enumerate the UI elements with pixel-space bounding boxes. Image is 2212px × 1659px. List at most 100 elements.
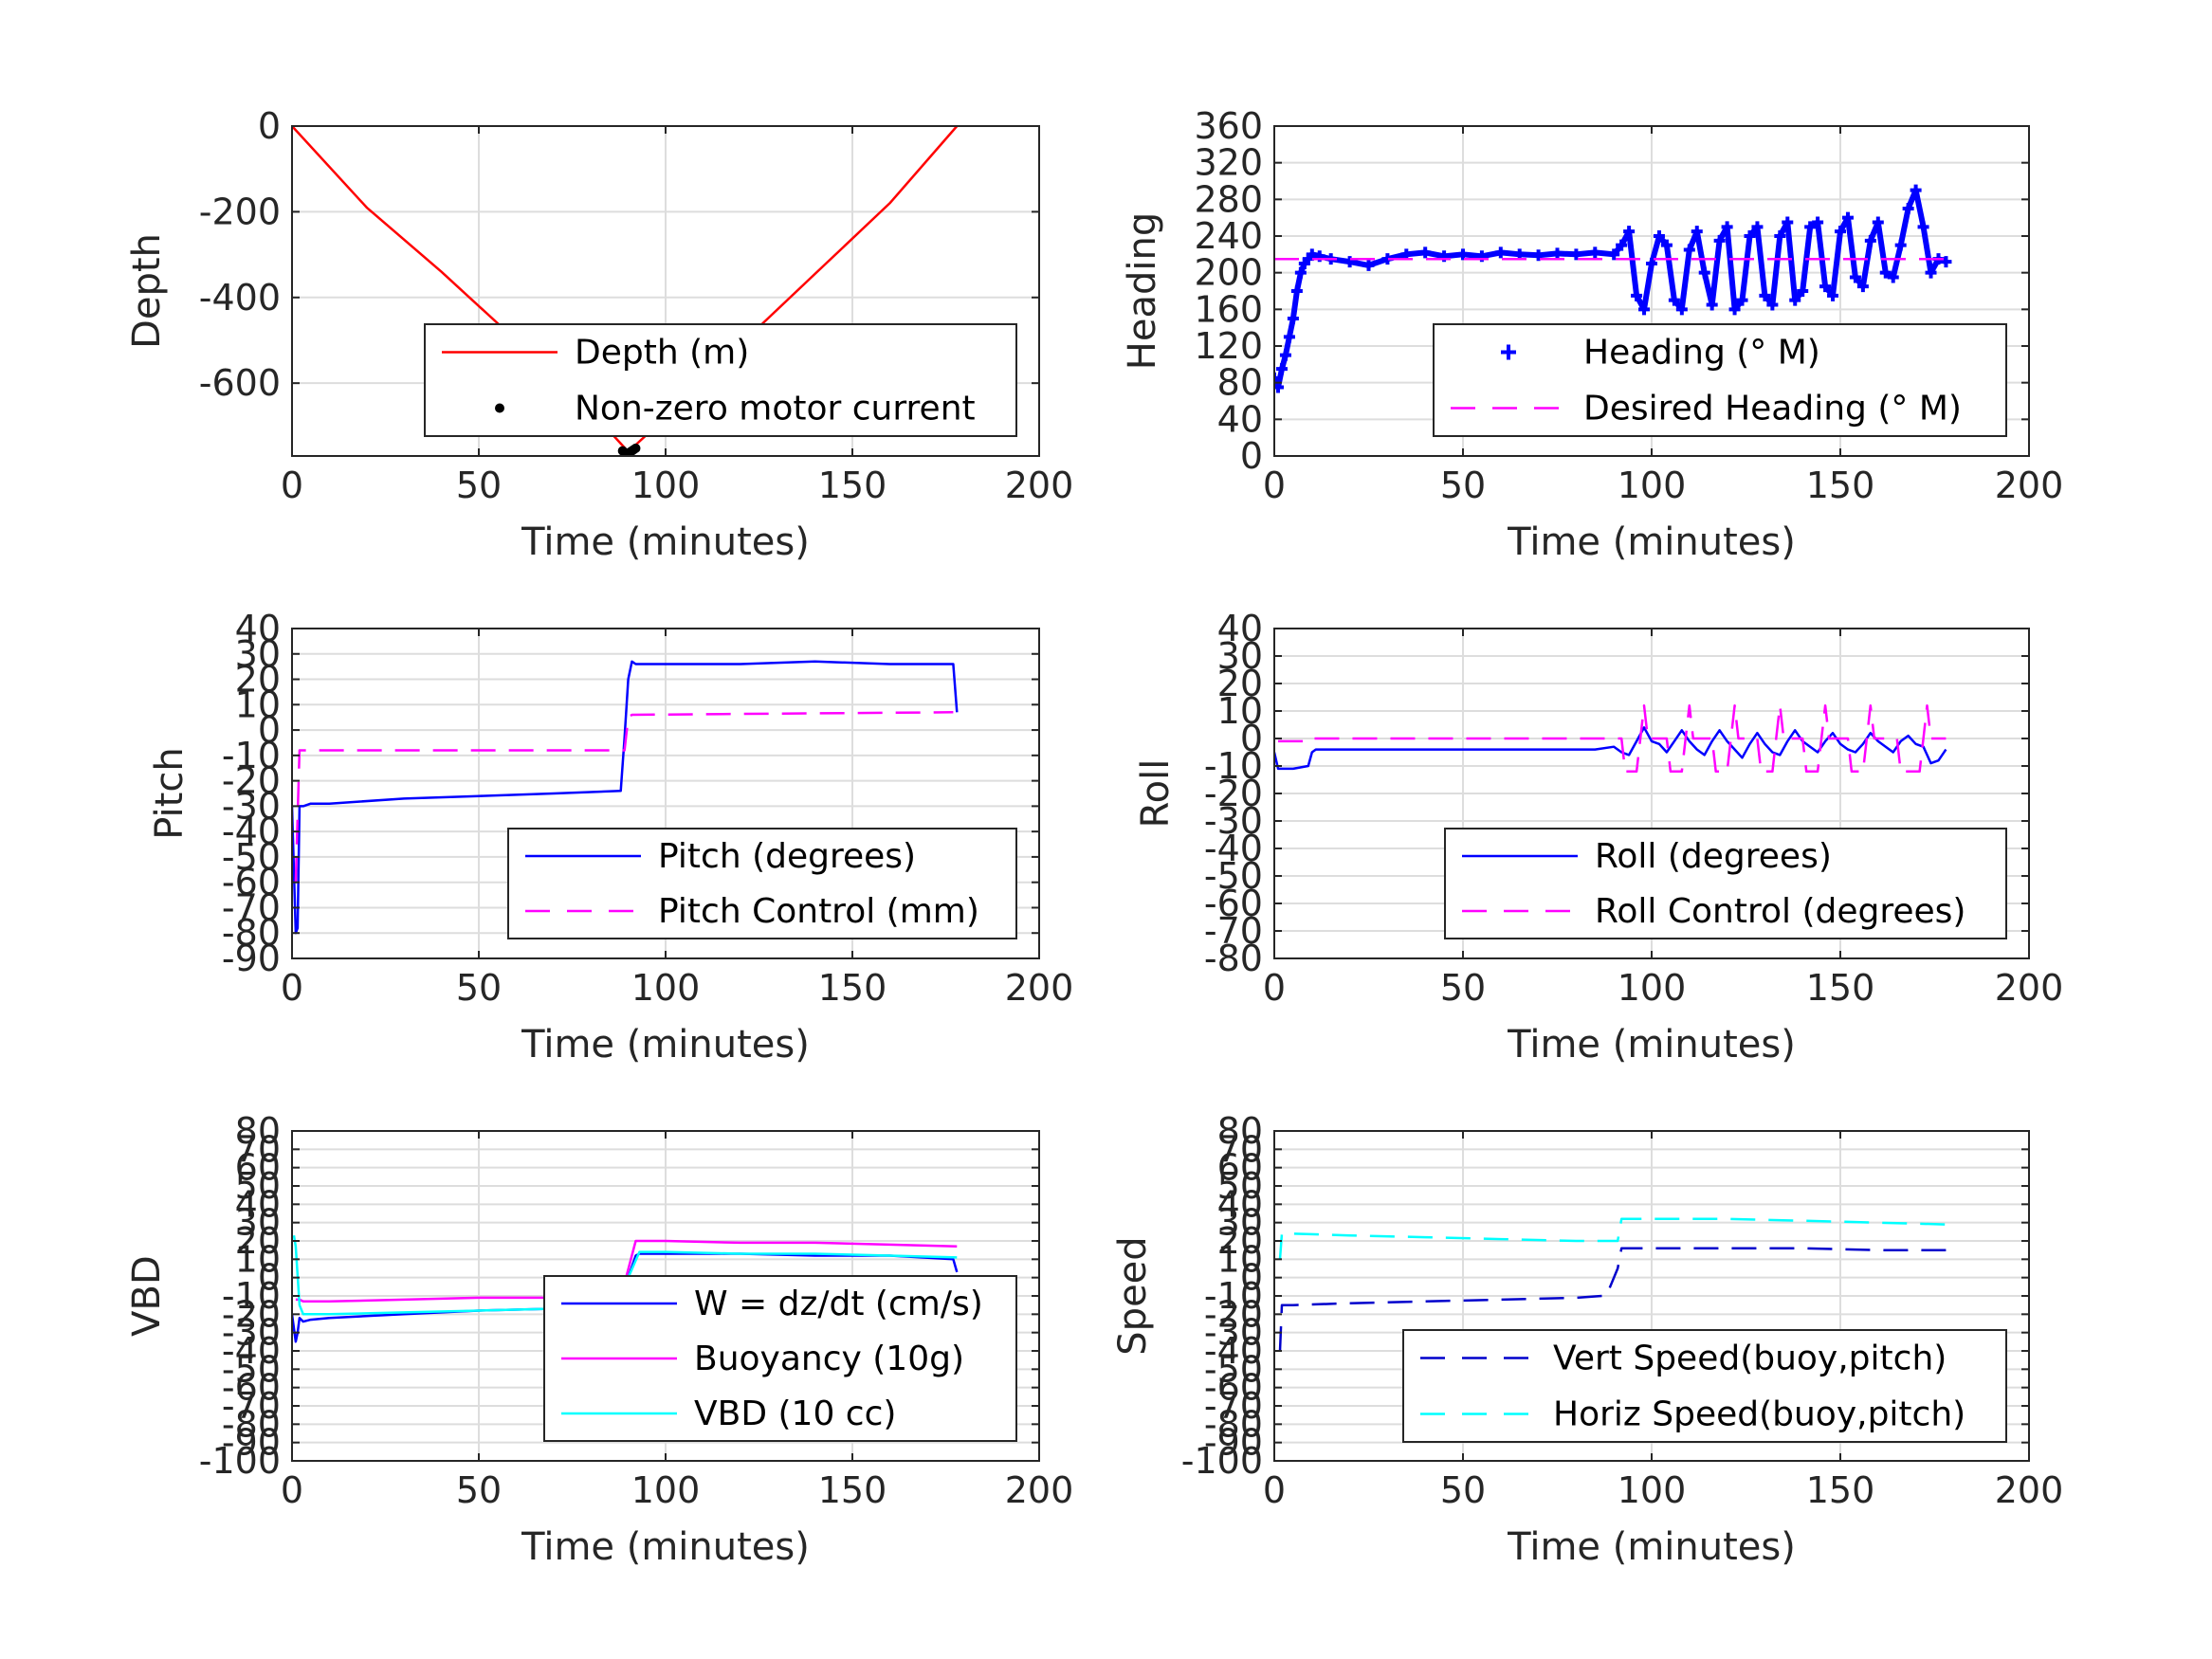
y-tick-label: 40: [235, 608, 281, 649]
x-tick-label: 200: [1995, 465, 2064, 506]
x-tick-label: 0: [1263, 1469, 1286, 1511]
data-point: [1744, 230, 1756, 242]
data-point: [1494, 246, 1507, 259]
data-point: [1797, 285, 1809, 297]
chart-panel-3: 0 50 100 150 200403020100-10-20-30-40-50-60-…: [148, 608, 1073, 1066]
x-tick-label: 150: [1806, 1469, 1875, 1511]
x-tick-label: 150: [1806, 465, 1875, 506]
data-point: [1812, 216, 1824, 228]
legend: Vert Speed(buoy,pitch) Horiz Speed(buoy,p…: [1402, 1329, 2007, 1443]
data-point: [1660, 239, 1673, 251]
x-axis-label: Time (minutes): [521, 520, 810, 564]
data-point: [631, 443, 641, 453]
y-tick-label: -80: [1204, 938, 1263, 979]
y-tick-label: 0: [1240, 1257, 1263, 1299]
data-point: [1608, 248, 1620, 261]
y-tick-label: -50: [1204, 855, 1263, 897]
data-point: [1551, 247, 1563, 260]
y-tick-label: 200: [1194, 252, 1263, 294]
x-tick-label: 200: [1005, 1469, 1074, 1511]
data-point: [1532, 249, 1545, 262]
x-tick-label: 50: [456, 1469, 502, 1511]
data-point: [1835, 226, 1846, 238]
x-tick-label: 0: [281, 1469, 303, 1511]
x-tick-label: 200: [1005, 465, 1074, 506]
legend-label: Vert Speed(buoy,pitch): [1553, 1340, 1947, 1378]
legend: W = dz/dt (cm/s) Buoyancy (10g) VBD (10 cc…: [543, 1275, 1017, 1442]
data-point: [1275, 363, 1288, 375]
data-point: [1841, 211, 1854, 224]
data-point: [1457, 248, 1469, 261]
data-point: [1698, 266, 1710, 279]
legend: Depth (m) Non-zero motor current: [424, 323, 1017, 437]
x-tick-label: 100: [1618, 967, 1687, 1009]
y-tick-label: -50: [222, 1348, 281, 1390]
data-layer: [1274, 703, 1947, 774]
y-tick-label: 50: [235, 1165, 281, 1207]
x-axis-label: Time (minutes): [521, 1023, 810, 1066]
data-point: [1827, 289, 1839, 301]
y-tick-label: -40: [1204, 1330, 1263, 1372]
y-axis-label: VBD: [125, 1255, 169, 1337]
data-point: [1668, 294, 1680, 306]
y-tick-label: 80: [1217, 1110, 1263, 1152]
chart-panel-5: 0 50 100 150 20080706050403020100-10-20-30-4…: [125, 1110, 1073, 1569]
x-tick-label: 50: [1440, 465, 1486, 506]
data-point: [1691, 226, 1703, 238]
y-tick-label: -10: [1204, 1275, 1263, 1317]
y-tick-label: -400: [199, 277, 281, 319]
y-tick-label: -20: [1204, 1293, 1263, 1335]
data-point: [1646, 258, 1657, 269]
data-point: [1902, 203, 1914, 214]
chart-panel-6: 0 50 100 150 20080706050403020100-10-20-30-4…: [1111, 1110, 2063, 1569]
y-tick-label: -70: [222, 1385, 281, 1427]
legend-label: Roll Control (degrees): [1595, 892, 1965, 931]
data-point: [1766, 299, 1779, 311]
legend-marker: [495, 403, 504, 413]
y-tick-label: 40: [1217, 1183, 1263, 1225]
y-tick-label: 240: [1194, 215, 1263, 257]
y-tick-label: 280: [1194, 178, 1263, 220]
x-tick-label: 100: [1618, 1469, 1687, 1511]
data-point: [1675, 303, 1688, 316]
y-tick-label: -30: [1204, 800, 1263, 842]
y-tick-label: 10: [1217, 690, 1263, 732]
y-tick-label: -80: [1204, 1403, 1263, 1445]
y-tick-label: -80: [222, 912, 281, 954]
data-point: [1287, 313, 1299, 324]
y-tick-label: -60: [1204, 1367, 1263, 1409]
y-tick-label: -100: [199, 1440, 281, 1482]
x-tick-label: 100: [631, 465, 701, 506]
x-tick-label: 150: [818, 1469, 887, 1511]
data-point: [1789, 294, 1801, 306]
y-tick-label: 0: [258, 1257, 281, 1299]
y-tick-label: -10: [222, 1275, 281, 1317]
legend-marker: [1501, 344, 1516, 360]
y-tick-label: 70: [1217, 1128, 1263, 1170]
y-tick-label: -600: [199, 362, 281, 404]
x-tick-label: 100: [1618, 465, 1687, 506]
y-tick-label: -90: [222, 1422, 281, 1464]
data-layer: [292, 126, 959, 456]
chart-panel-1: 0 50 100 150 200 0 -200 -400 -600 Time (minutes) D…: [125, 105, 1073, 564]
x-tick-label: 50: [1440, 1469, 1486, 1511]
y-tick-label: -30: [222, 785, 281, 827]
y-tick-label: -30: [222, 1312, 281, 1354]
x-tick-label: 0: [1263, 967, 1286, 1009]
data-point: [1782, 216, 1794, 228]
y-tick-label: -20: [222, 1293, 281, 1335]
legend-label: Pitch (degrees): [658, 837, 916, 876]
y-tick-label: 120: [1194, 325, 1263, 367]
chart-panel-2: 0 50 100 150 20004080120160200240280320360Ti…: [1121, 105, 2063, 564]
y-tick-label: 30: [1217, 635, 1263, 677]
series-line-1: [1278, 1247, 1947, 1352]
y-tick-label: 20: [235, 659, 281, 701]
y-tick-label: 30: [1217, 1202, 1263, 1244]
chart-panel-4: 0 50 100 150 200403020100-10-20-30-40-50-60-…: [1134, 608, 2063, 1066]
y-tick-label: -20: [1204, 773, 1263, 814]
legend-box: [1402, 1329, 2007, 1443]
x-tick-label: 100: [631, 1469, 701, 1511]
legend: Heading (° M) Desired Heading (° M): [1433, 323, 2007, 437]
data-point: [1819, 281, 1832, 293]
